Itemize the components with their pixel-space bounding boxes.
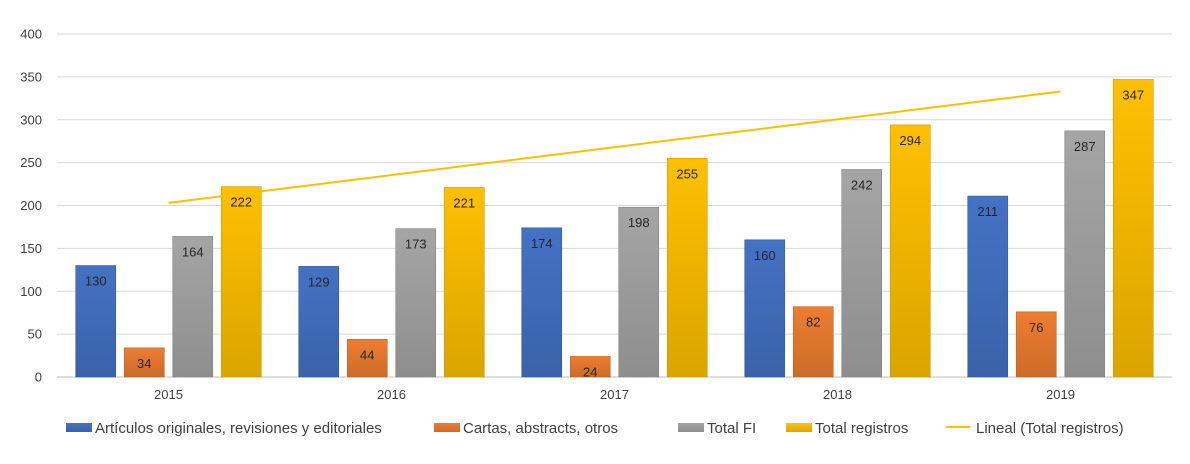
bar <box>395 228 437 378</box>
x-tick-label: 2017 <box>600 387 629 402</box>
data-label: 347 <box>1122 87 1144 102</box>
data-label: 211 <box>977 204 998 219</box>
data-label: 164 <box>182 244 204 259</box>
bar <box>123 347 165 378</box>
bar <box>1112 79 1154 378</box>
data-label: 287 <box>1074 139 1096 154</box>
bar <box>618 206 660 378</box>
data-label: 255 <box>676 166 698 181</box>
data-label: 174 <box>531 236 553 251</box>
y-tick-label: 250 <box>20 155 42 170</box>
legend-swatch <box>434 423 460 432</box>
data-labels: 130 34 164 222 129 44 173 221 174 24 198 255 160 82 24… <box>85 87 1144 379</box>
bars <box>75 79 1154 378</box>
x-tick-label: 2016 <box>377 387 406 402</box>
trendline <box>168 90 1061 204</box>
y-tick-label: 400 <box>20 27 42 42</box>
data-label: 129 <box>308 274 330 289</box>
bar <box>443 187 485 378</box>
legend-swatch <box>66 423 92 432</box>
data-label: 222 <box>230 195 252 210</box>
data-label: 221 <box>453 195 475 210</box>
data-label: 76 <box>1029 320 1043 335</box>
data-label: 44 <box>360 347 374 362</box>
legend: Artículos originales, revisiones y edito… <box>66 420 1124 437</box>
trendline-line <box>168 90 1061 204</box>
y-tick-label: 100 <box>20 284 42 299</box>
data-label: 160 <box>754 248 776 263</box>
legend-label: Lineal (Total registros) <box>976 420 1124 437</box>
bar <box>298 266 340 378</box>
y-tick-label: 350 <box>20 69 42 84</box>
x-tick-label: 2018 <box>823 387 852 402</box>
x-tick-label: 2015 <box>154 387 183 402</box>
y-tick-label: 0 <box>35 370 42 385</box>
bar <box>841 169 883 378</box>
bar <box>1015 311 1057 378</box>
data-label: 82 <box>806 315 820 330</box>
data-label: 34 <box>137 356 151 371</box>
y-tick-label: 200 <box>20 198 42 213</box>
y-tick-label: 50 <box>28 327 42 342</box>
y-tick-label: 300 <box>20 112 42 127</box>
legend-label: Cartas, abstracts, otros <box>463 420 618 437</box>
x-tick-label: 2019 <box>1046 387 1075 402</box>
data-label: 130 <box>85 274 107 289</box>
legend-label: Artículos originales, revisiones y edito… <box>95 420 382 437</box>
bar <box>889 124 931 378</box>
bar <box>1064 130 1106 378</box>
legend-label: Total FI <box>707 420 756 437</box>
legend-swatch <box>678 423 704 432</box>
bar <box>744 239 786 378</box>
bar <box>967 195 1009 378</box>
bar <box>792 306 834 378</box>
data-label: 173 <box>405 237 427 252</box>
bar <box>75 265 117 378</box>
legend-swatch <box>786 423 812 432</box>
bar <box>666 158 708 378</box>
bar <box>172 236 214 378</box>
x-axis: 2015 2016 2017 2018 2019 <box>154 387 1075 402</box>
bar <box>346 338 388 378</box>
data-label: 198 <box>628 215 650 230</box>
data-label: 242 <box>851 177 873 192</box>
data-label: 24 <box>583 364 597 379</box>
bar <box>569 356 611 378</box>
y-axis: 0 50 100 150 200 250 300 350 400 <box>20 27 42 385</box>
bar <box>220 186 262 378</box>
data-label: 294 <box>899 133 921 148</box>
legend-label: Total registros <box>815 420 908 437</box>
bar <box>521 227 563 378</box>
y-tick-label: 150 <box>20 241 42 256</box>
